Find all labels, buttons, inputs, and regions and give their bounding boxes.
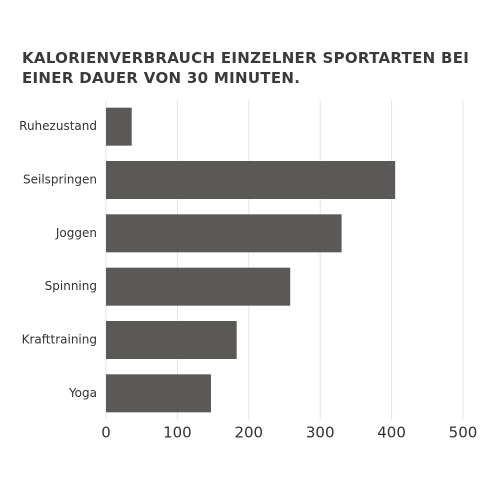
x-tick-label: 100 <box>163 424 192 442</box>
x-tick-label: 0 <box>101 424 111 442</box>
y-tick-label: Yoga <box>68 386 97 400</box>
x-tick-label: 500 <box>449 424 478 442</box>
bar <box>106 321 237 359</box>
bar <box>106 214 342 253</box>
x-tick-label: 300 <box>306 424 335 442</box>
x-tick-label: 400 <box>377 424 406 442</box>
y-tick-label: Ruhezustand <box>19 119 97 133</box>
y-tick-label: Krafttraining <box>22 333 97 347</box>
y-tick-label: Spinning <box>45 279 97 293</box>
bar <box>106 374 211 413</box>
x-tick-label: 200 <box>234 424 263 442</box>
bar <box>106 107 132 146</box>
y-tick-label: Joggen <box>55 226 97 240</box>
bar <box>106 267 291 306</box>
bar <box>106 161 396 199</box>
y-tick-label: Seilspringen <box>23 173 97 187</box>
chart-title: KALORIENVERBRAUCH EINZELNER SPORTARTEN B… <box>22 49 470 87</box>
